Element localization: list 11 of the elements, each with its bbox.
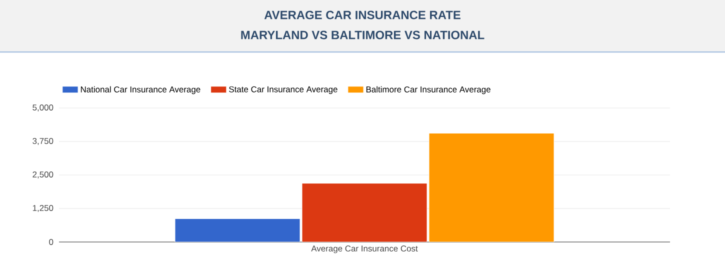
y-tick-label: 2,500 xyxy=(32,172,54,178)
legend-label: National Car Insurance Average xyxy=(80,86,200,94)
y-tick-label: 5,000 xyxy=(32,104,54,112)
legend-label: State Car Insurance Average xyxy=(229,86,338,94)
x-tick-label: Average Car Insurance Cost xyxy=(311,246,418,254)
y-tick-label: 0 xyxy=(49,239,54,245)
legend-label: Baltimore Car Insurance Average xyxy=(366,86,490,94)
chart-title: AVERAGE CAR INSURANCE RATE xyxy=(264,10,460,20)
chart-subtitle: MARYLAND VS BALTIMORE VS NATIONAL xyxy=(241,30,484,40)
y-tick-label: 1,250 xyxy=(32,205,54,212)
y-tick-label: 3,750 xyxy=(32,138,54,145)
